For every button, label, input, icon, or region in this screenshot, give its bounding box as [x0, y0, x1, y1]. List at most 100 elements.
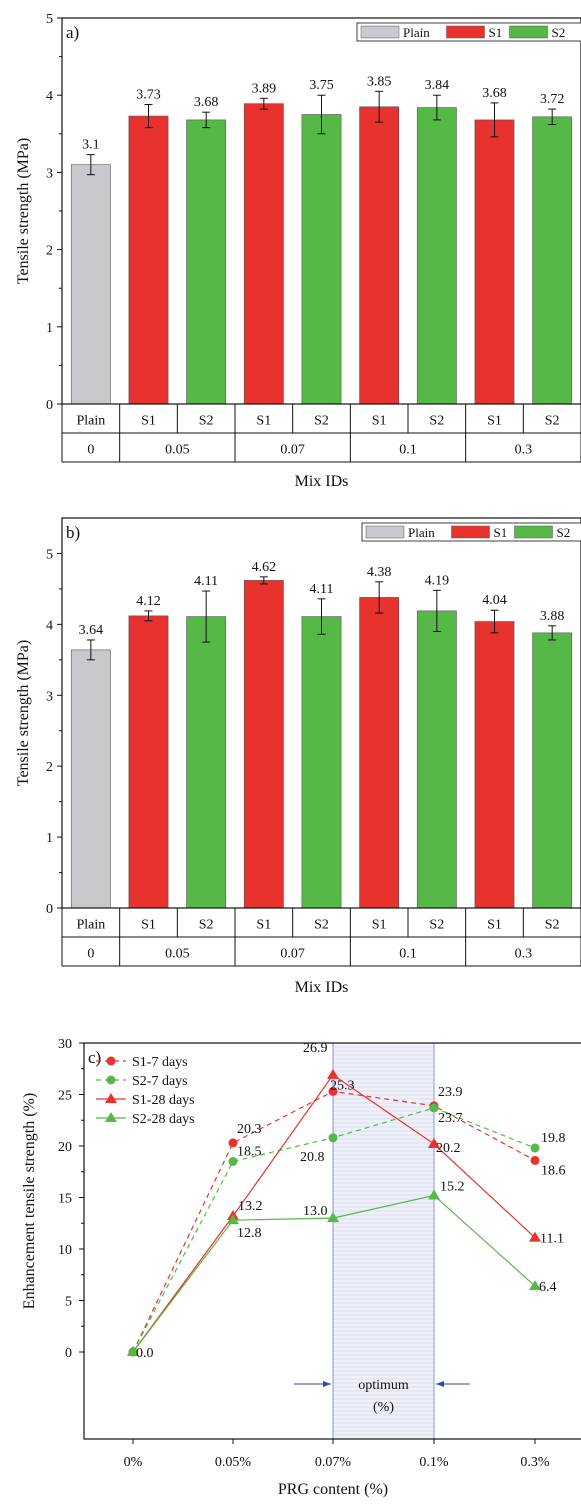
bar-s1 [474, 119, 515, 405]
data-label: 4.12 [136, 594, 161, 609]
data-label: 20.8 [300, 1150, 325, 1165]
mix-label: S2 [429, 917, 444, 932]
data-point [428, 1137, 440, 1148]
group-label: 0.3 [515, 442, 533, 457]
panel-label: b) [66, 523, 80, 542]
data-label: 3.1 [82, 138, 100, 153]
legend-label: S2 [557, 525, 571, 540]
group-label: 0.05 [165, 946, 190, 961]
data-point [228, 1138, 238, 1148]
y-axis-title: Enhancement tensile strength (%) [21, 1093, 38, 1309]
data-label: 13.0 [303, 1204, 328, 1219]
data-point [227, 1214, 239, 1225]
bar-plain [70, 164, 111, 405]
panel-label: a) [66, 23, 79, 42]
bar-plain [70, 649, 111, 909]
data-label: 20.3 [237, 1122, 262, 1137]
legend-label: Plain [408, 525, 435, 540]
legend-marker [105, 1093, 117, 1103]
mix-label: S1 [487, 413, 502, 428]
legend-label: Plain [403, 25, 430, 40]
data-point [327, 1068, 339, 1079]
y-axis-title: Tensile strength (MPa) [15, 138, 32, 284]
y-tick-label: 0 [46, 398, 53, 413]
x-tick-label: 0.07% [315, 1455, 352, 1470]
legend-label: S1-28 days [132, 1093, 195, 1108]
data-label: 6.4 [539, 1280, 557, 1295]
data-label: 3.89 [252, 81, 277, 96]
data-label: 4.11 [194, 574, 218, 589]
optimum-label: optimum [358, 1378, 409, 1393]
group-label: 0.1 [399, 442, 417, 457]
legend-marker [106, 1056, 116, 1066]
y-tick-label: 5 [46, 12, 53, 27]
mix-label: S2 [199, 917, 214, 932]
data-point [127, 1346, 139, 1356]
data-point [530, 1143, 540, 1153]
data-point [428, 1189, 440, 1200]
data-label: 15.2 [440, 1179, 465, 1194]
panel-label: c) [88, 1048, 101, 1067]
legend: Plain S1 S2 [356, 22, 581, 42]
plot-frame [61, 517, 581, 909]
plot-frame [83, 1042, 581, 1440]
legend-swatch-s1 [446, 25, 485, 39]
data-label: 4.62 [252, 560, 277, 575]
group-label: 0.1 [399, 946, 417, 961]
mix-label: S1 [141, 917, 156, 932]
bar-s2 [301, 114, 342, 405]
y-tick-label: 3 [46, 166, 53, 181]
mix-label: S2 [199, 413, 214, 428]
y-tick-label: 10 [58, 1243, 72, 1258]
legend-label: S1 [489, 25, 503, 40]
y-axis-title: Tensile strength (MPa) [15, 640, 32, 786]
legend-swatch-s1 [451, 525, 490, 539]
data-label: 3.68 [482, 86, 507, 101]
group-label: 0.05 [165, 442, 190, 457]
data-label: 4.11 [310, 582, 334, 597]
y-tick-label: 0 [65, 1346, 72, 1361]
mix-label: S2 [429, 413, 444, 428]
bar-s2 [532, 116, 573, 405]
optimum-arrowhead [436, 1381, 444, 1387]
data-point [327, 1212, 339, 1223]
data-label: 3.75 [309, 78, 334, 93]
bar-s2 [416, 107, 457, 405]
bar-s1 [359, 106, 400, 405]
bar-s1 [243, 580, 284, 909]
data-label: 4.19 [425, 573, 450, 588]
legend-swatch-plain [365, 525, 405, 539]
data-label: 19.8 [541, 1131, 566, 1146]
data-point [530, 1155, 540, 1165]
x-axis-title: Mix IDs [295, 979, 349, 996]
mix-label: S1 [141, 413, 156, 428]
legend-label: S2 [552, 25, 566, 40]
group-label: 0 [87, 442, 94, 457]
group-label: 0 [87, 946, 94, 961]
mix-label: S2 [314, 413, 329, 428]
y-tick-label: 25 [58, 1089, 72, 1104]
y-tick-label: 4 [46, 618, 53, 633]
data-label: 18.6 [541, 1163, 566, 1178]
x-tick-label: 0.1% [419, 1455, 449, 1470]
data-point [328, 1133, 338, 1143]
y-tick-label: 20 [58, 1140, 72, 1155]
data-label: 4.38 [367, 565, 392, 580]
bar-s1 [359, 597, 400, 909]
data-point [429, 1103, 439, 1113]
mix-label: S1 [372, 917, 387, 932]
legend-marker [106, 1075, 116, 1085]
data-label: 3.72 [540, 92, 565, 107]
bar-s2 [186, 616, 227, 909]
data-label: 3.84 [425, 78, 450, 93]
optimum-arrowhead [323, 1381, 331, 1387]
mix-label: Plain [76, 413, 105, 428]
data-label: 26.9 [303, 1041, 328, 1056]
plot-frame [61, 17, 581, 405]
y-tick-label: 15 [58, 1192, 72, 1207]
optimum-label: (%) [373, 1400, 394, 1415]
group-label: 0.07 [280, 442, 305, 457]
data-label: 23.7 [438, 1111, 463, 1126]
data-label: 3.88 [540, 609, 565, 624]
mix-label: S1 [487, 917, 502, 932]
